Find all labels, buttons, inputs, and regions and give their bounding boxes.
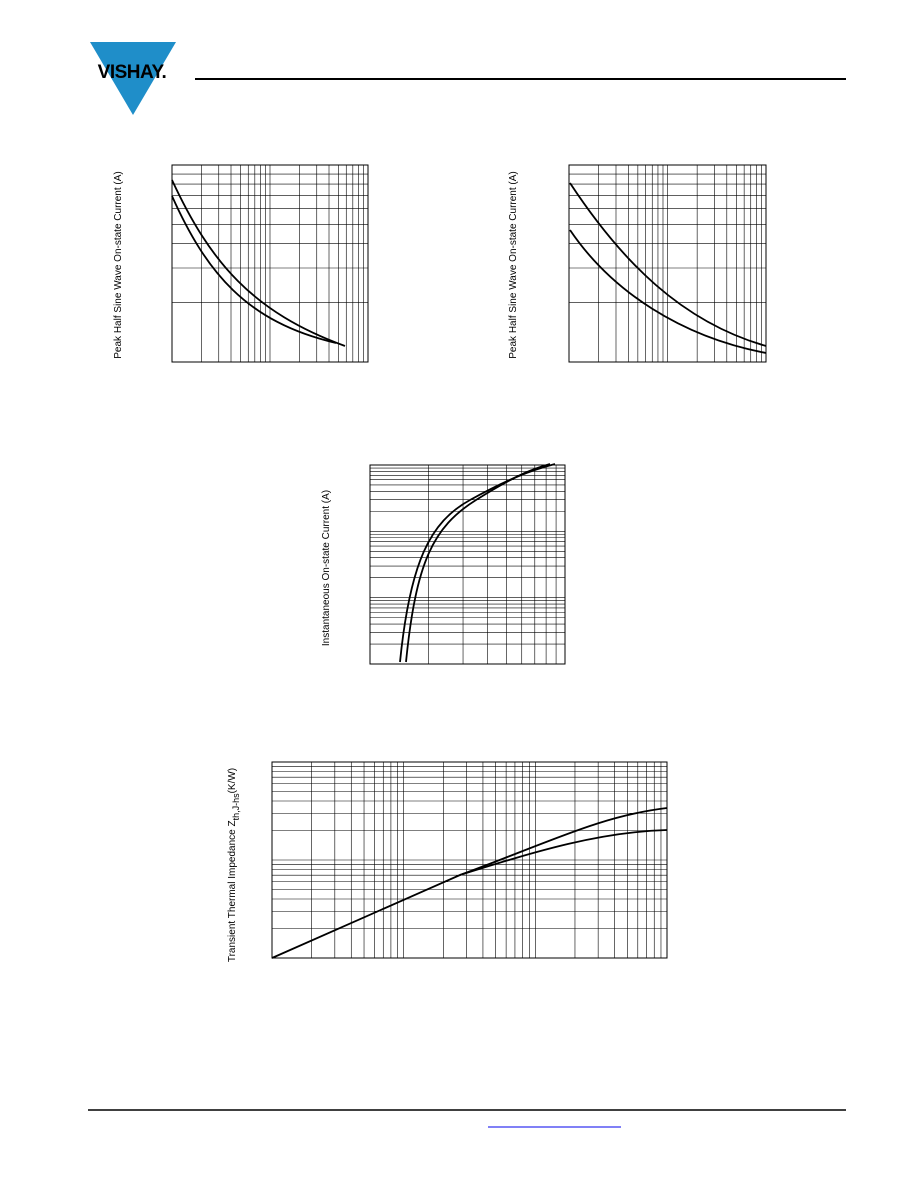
y-axis-label-unit: (K/W) xyxy=(227,768,238,794)
y-axis-label: Instantaneous On-state Current (A) xyxy=(321,490,332,646)
curve xyxy=(171,179,346,347)
curve xyxy=(271,807,668,959)
curve xyxy=(459,829,668,876)
logo-text: VISHAY. xyxy=(98,62,167,83)
chart-3: Instantaneous On-state Current (A) xyxy=(321,463,566,665)
y-axis-label-sub: th,J-hs xyxy=(231,793,241,821)
y-axis-label: Transient Thermal Impedance Zth,J-hs(K/W… xyxy=(227,768,241,962)
y-axis-label: Peak Half Sine Wave On-state Current (A) xyxy=(113,171,124,358)
curve xyxy=(405,463,551,663)
chart-2: Peak Half Sine Wave On-state Current (A) xyxy=(508,164,767,363)
curve xyxy=(569,229,767,354)
chart-4: Transient Thermal Impedance Zth,J-hs(K/W… xyxy=(227,761,668,962)
curve xyxy=(569,182,767,347)
plot-frame xyxy=(369,464,566,665)
y-axis-label-main: Transient Thermal Impedance Z xyxy=(227,820,238,962)
logo-triangle xyxy=(90,42,176,115)
chart-1: Peak Half Sine Wave On-state Current (A) xyxy=(113,164,369,363)
curve xyxy=(171,195,337,344)
y-axis-label: Peak Half Sine Wave On-state Current (A) xyxy=(508,171,519,358)
